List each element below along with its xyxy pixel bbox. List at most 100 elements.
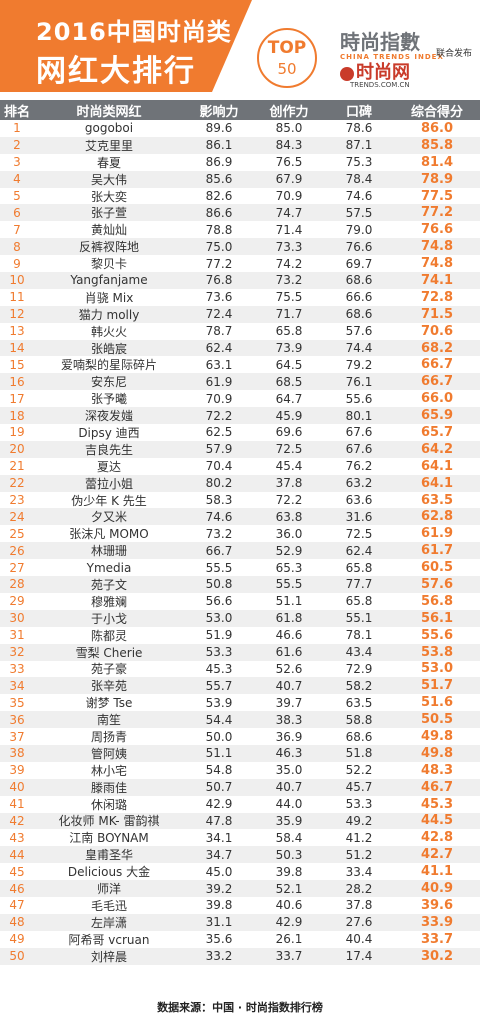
- creativity-cell: 45.4: [275, 459, 303, 474]
- score-cell: 78.9: [420, 171, 454, 187]
- name-cell: 吴大伟: [90, 172, 127, 187]
- reputation-cell: 66.6: [345, 290, 373, 305]
- rank-cell: 18: [9, 408, 25, 423]
- table-row: 19 Dipsy 迪西 62.5 69.6 67.6 65.7: [0, 424, 480, 441]
- score-cell: 65.9: [420, 408, 454, 424]
- creativity-cell: 68.5: [275, 374, 303, 389]
- creativity-cell: 36.0: [275, 526, 303, 541]
- top-label: TOP: [267, 38, 307, 58]
- name-cell: 反裤衩阵地: [78, 240, 139, 255]
- score-cell: 74.8: [420, 239, 454, 255]
- table-row: 31 陈都灵 51.9 46.6 78.1 55.6: [0, 626, 480, 644]
- creativity-cell: 64.7: [275, 391, 303, 406]
- table-row: 49 阿希哥 vcruan 35.6 26.1 40.4 33.7: [0, 930, 480, 948]
- influence-cell: 70.9: [205, 391, 233, 406]
- rank-cell: 20: [9, 442, 25, 457]
- score-cell: 86.0: [420, 120, 454, 136]
- reputation-cell: 78.6: [345, 121, 373, 136]
- influence-cell: 34.1: [205, 830, 233, 845]
- rank-cell: 47: [9, 898, 25, 913]
- reputation-cell: 55.1: [345, 611, 373, 626]
- name-cell: 张皓宸: [90, 341, 127, 356]
- influence-cell: 33.2: [205, 949, 233, 964]
- reputation-cell: 72.5: [345, 526, 373, 541]
- score-cell: 41.1: [420, 864, 454, 880]
- rank-cell: 40: [9, 780, 25, 795]
- partner1-name: 時尚指數: [340, 30, 420, 54]
- influence-cell: 50.8: [205, 577, 233, 592]
- rank-cell: 27: [9, 560, 25, 575]
- table-row: 6 张子萱 86.6 74.7 57.5 77.2: [0, 204, 480, 222]
- top-number: 50: [277, 60, 297, 78]
- reputation-cell: 57.5: [345, 205, 373, 220]
- score-cell: 61.9: [420, 526, 454, 542]
- reputation-cell: 76.2: [345, 459, 373, 474]
- table-row: 28 苑子文 50.8 55.5 77.7 57.6: [0, 576, 480, 593]
- rank-cell: 38: [9, 746, 25, 761]
- name-cell: Yangfanjame: [70, 273, 148, 288]
- influence-cell: 73.2: [205, 526, 233, 541]
- creativity-cell: 40.6: [275, 898, 303, 913]
- name-cell: 苑子文: [90, 578, 127, 592]
- name-cell: 师洋: [96, 882, 121, 897]
- score-cell: 66.0: [420, 391, 454, 407]
- reputation-cell: 31.6: [345, 509, 373, 524]
- influence-cell: 86.9: [205, 155, 233, 170]
- score-cell: 61.7: [420, 543, 454, 559]
- name-cell: 张子萱: [90, 206, 127, 221]
- rank-cell: 25: [9, 526, 25, 541]
- rank-cell: 13: [9, 324, 25, 339]
- table-row: 1 gogoboi 89.6 85.0 78.6 86.0: [0, 120, 480, 137]
- creativity-cell: 63.8: [275, 509, 303, 524]
- reputation-cell: 65.8: [345, 560, 373, 575]
- reputation-cell: 63.6: [345, 493, 373, 508]
- influence-cell: 51.1: [205, 746, 233, 761]
- rank-cell: 14: [9, 341, 25, 356]
- influence-cell: 54.8: [205, 763, 233, 778]
- reputation-cell: 63.2: [345, 476, 373, 491]
- reputation-cell: 17.4: [345, 949, 373, 964]
- rank-cell: 31: [9, 628, 25, 643]
- reputation-cell: 68.6: [345, 307, 373, 322]
- reputation-cell: 52.2: [345, 763, 373, 778]
- creativity-cell: 75.5: [275, 290, 303, 305]
- table-row: 47 毛毛迅 39.8 40.6 37.8 39.6: [0, 896, 480, 914]
- name-cell: 左岸潇: [90, 915, 127, 930]
- influence-cell: 42.9: [205, 797, 233, 812]
- table-row: 39 林小宅 54.8 35.0 52.2 48.3: [0, 761, 480, 779]
- creativity-cell: 74.7: [275, 205, 303, 220]
- influence-cell: 45.0: [205, 864, 233, 879]
- name-cell: 毛毛迅: [90, 898, 127, 913]
- table-row: 35 谢梦 Tse 53.9 39.7 63.5 51.6: [0, 694, 480, 712]
- reputation-cell: 74.4: [345, 341, 373, 356]
- name-cell: 吉良先生: [84, 442, 133, 457]
- influence-cell: 89.6: [205, 121, 233, 136]
- name-cell: Delicious 大金: [67, 865, 151, 880]
- partner2-sub: TRENDS.COM.CN: [350, 81, 410, 89]
- name-cell: 林小宅: [90, 763, 127, 778]
- table-row: 42 化妆师 MK- 雷韵祺 47.8 35.9 49.2 44.5: [0, 812, 480, 830]
- influence-cell: 31.1: [205, 915, 233, 930]
- china-trends-index-logo: 時尚指數 CHINA TRENDS INDEX: [340, 26, 444, 61]
- influence-cell: 80.2: [205, 476, 233, 491]
- score-cell: 44.5: [420, 813, 454, 829]
- name-cell: 夕又米: [90, 510, 127, 525]
- name-cell: 爱喃梨的星际碎片: [60, 358, 157, 373]
- score-cell: 63.5: [420, 492, 454, 508]
- table-row: 21 夏达 70.4 45.4 76.2 64.1: [0, 457, 480, 475]
- name-cell: 张予曦: [90, 392, 127, 407]
- table-row: 16 安东尼 61.9 68.5 76.1 66.7: [0, 373, 480, 391]
- score-cell: 60.5: [420, 560, 454, 576]
- rank-cell: 6: [13, 205, 21, 220]
- rank-cell: 34: [9, 678, 25, 693]
- rank-cell: 28: [9, 577, 25, 592]
- name-cell: 化妆师 MK- 雷韵祺: [58, 814, 160, 829]
- reputation-cell: 33.4: [345, 864, 373, 879]
- rank-cell: 5: [13, 189, 21, 203]
- rank-cell: 32: [9, 645, 25, 660]
- rank-cell: 4: [13, 172, 21, 187]
- title-banner: [0, 0, 252, 92]
- creativity-cell: 38.3: [275, 712, 303, 727]
- table-row: 3 春夏 86.9 76.5 75.3 81.4: [0, 153, 480, 171]
- name-cell: 苑子豪: [90, 662, 127, 677]
